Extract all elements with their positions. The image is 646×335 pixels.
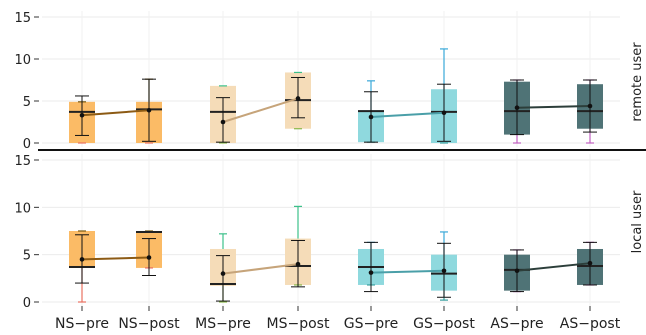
remote-mean-point-7: [587, 103, 593, 109]
panel-local-user: local user 0 5 10 15: [14, 154, 645, 311]
x-tick-label: NS−post: [118, 316, 180, 332]
remote-y-tick-label: 10: [14, 53, 31, 68]
remote-mean-point-2: [220, 119, 226, 125]
remote-y-tick-label: 15: [14, 11, 31, 26]
remote-mean-point-6: [514, 105, 520, 111]
remote-box-marks: [69, 11, 603, 147]
panel-remote-user: remote user 0 5 10 15: [14, 11, 646, 152]
local-box-marks: [69, 154, 603, 306]
local-mean-line-ns: [81, 256, 150, 261]
x-tick-label: MS−pre: [195, 316, 251, 332]
remote-mean-point-5: [441, 110, 447, 116]
remote-mean-point-4: [368, 114, 374, 120]
remote-mean-point-1: [146, 107, 152, 113]
local-mean-point-3: [295, 261, 301, 267]
local-y-tick-label: 15: [14, 154, 31, 169]
x-tick-label: AS−post: [560, 316, 621, 332]
remote-mean-point-0: [79, 112, 85, 118]
local-mean-point-2: [220, 271, 226, 276]
local-y-tick-label: 5: [23, 249, 31, 264]
remote-y-tick-label: 0: [23, 137, 31, 152]
remote-mean-point-3: [295, 96, 301, 101]
local-mean-point-0: [79, 257, 85, 262]
remote-mean-line-as: [516, 105, 591, 109]
local-mean-point-1: [146, 255, 152, 260]
remote-mean-line-ms: [222, 97, 299, 123]
local-mean-line-as: [516, 262, 591, 272]
remote-mean-line-gs: [370, 111, 445, 118]
remote-mean-line-ns: [81, 109, 150, 117]
local-mean-line-ms: [222, 263, 299, 275]
x-tick-label: GS−pre: [344, 316, 398, 332]
x-tick-label: MS−post: [267, 316, 330, 332]
local-mean-point-5: [441, 268, 447, 274]
local-panel-label: local user: [630, 190, 645, 253]
local-y-tick-label: 0: [23, 296, 31, 311]
x-axis: NS−pre NS−post MS−pre MS−post GS−pre GS−post A…: [55, 306, 621, 332]
remote-y-tick-label: 5: [23, 95, 31, 110]
local-mean-point-4: [368, 270, 374, 275]
remote-panel-label: remote user: [630, 42, 645, 122]
local-y-tick-label: 10: [14, 201, 31, 216]
local-mean-point-7: [587, 260, 593, 266]
x-tick-label: AS−pre: [490, 316, 543, 332]
x-tick-label: NS−pre: [55, 316, 109, 332]
local-mean-point-6: [514, 268, 520, 274]
local-mean-line-gs: [370, 269, 445, 274]
x-tick-label: GS−post: [413, 316, 475, 332]
